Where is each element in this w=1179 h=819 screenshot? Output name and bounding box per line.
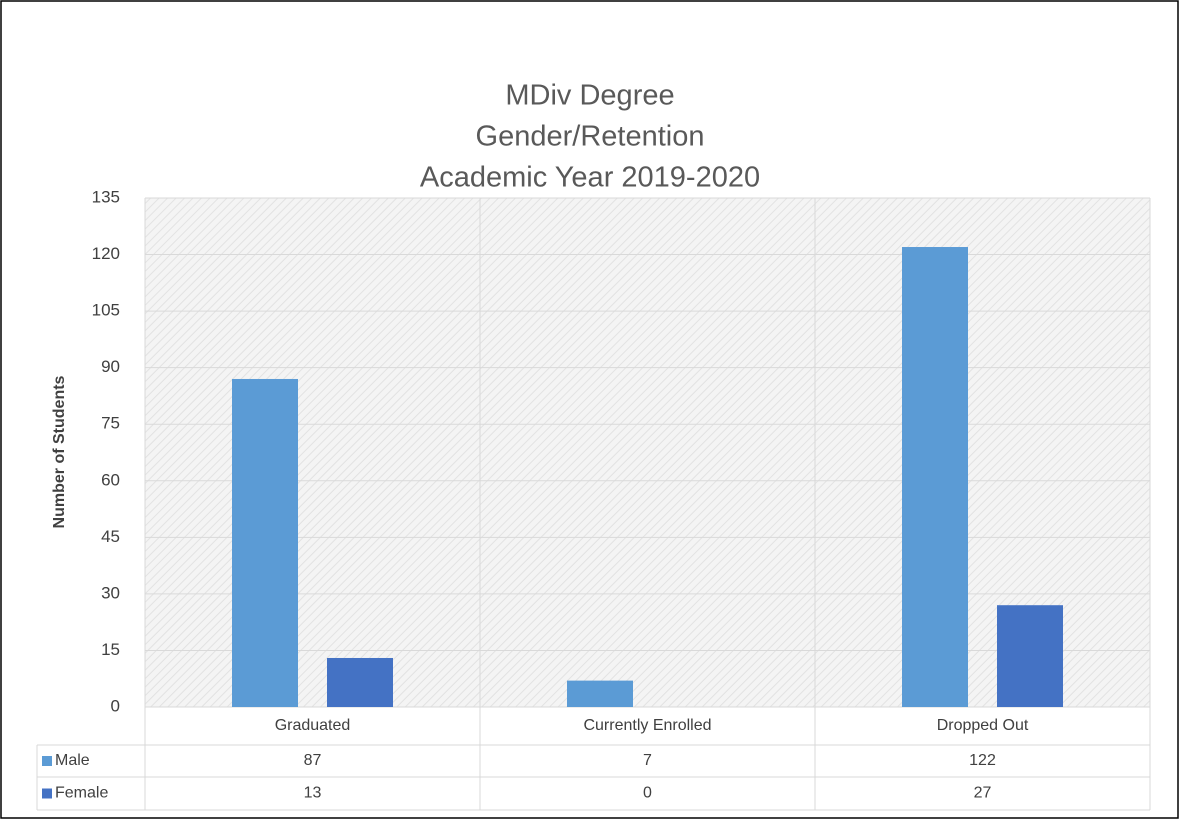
y-tick-label: 75 (101, 414, 120, 433)
chart-title-line: Academic Year 2019-2020 (420, 162, 760, 194)
chart-title-line: Gender/Retention (476, 121, 705, 153)
table-value: 13 (304, 785, 322, 802)
table-value: 27 (974, 785, 992, 802)
y-tick-label: 90 (101, 357, 120, 376)
y-tick-label: 120 (92, 244, 120, 263)
table-value: 7 (643, 752, 652, 769)
x-tick-label: Currently Enrolled (583, 717, 711, 734)
y-tick-label: 45 (101, 527, 120, 546)
legend-label: Female (55, 785, 108, 802)
plot-background (145, 198, 1150, 707)
x-tick-label: Dropped Out (937, 717, 1029, 734)
table-value: 0 (643, 785, 652, 802)
bar (997, 605, 1063, 707)
bar (232, 378, 298, 707)
y-tick-label: 15 (101, 640, 120, 659)
table-value: 122 (969, 752, 996, 769)
chart-title: MDiv Degree Gender/Retention Academic Ye… (420, 80, 760, 194)
y-tick-label: 105 (92, 301, 120, 320)
bar (567, 680, 633, 707)
legend-label: Male (55, 752, 90, 769)
legend-swatch (42, 788, 52, 799)
y-tick-label: 135 (92, 187, 120, 206)
table-value: 87 (304, 752, 322, 769)
y-axis-title: Number of Students (51, 375, 68, 528)
legend-swatch (42, 756, 52, 766)
y-tick-label: 30 (101, 583, 120, 602)
y-tick-label: 60 (101, 470, 120, 489)
chart-title-line: MDiv Degree (505, 80, 674, 112)
x-tick-label: Graduated (275, 717, 351, 734)
bar (327, 657, 393, 707)
bar (902, 247, 968, 707)
y-tick-label: 0 (111, 696, 120, 715)
